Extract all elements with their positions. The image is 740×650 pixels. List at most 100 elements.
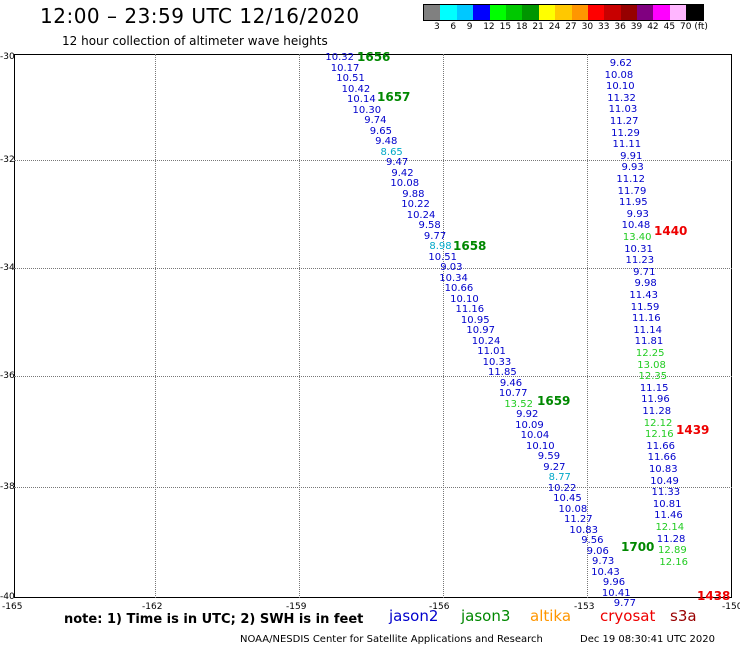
pass-time-label: 1700	[621, 540, 655, 554]
wave-height-reading: 10.32	[325, 52, 354, 63]
pass-time-label: 1657	[377, 90, 411, 104]
wave-height-reading: 10.51	[428, 251, 458, 263]
wave-height-reading: 11.16	[455, 304, 485, 315]
wave-height-reading: 10.77	[498, 388, 528, 399]
pass-time-label: 1440	[654, 224, 688, 238]
satellite-name: jason2	[389, 607, 439, 625]
wave-height-reading: 10.17	[330, 62, 360, 74]
wave-height-reading: 11.95	[618, 197, 648, 209]
wave-height-reading: 9.06	[586, 545, 609, 557]
wave-height-reading: 8.77	[548, 472, 571, 483]
legend-label: 9	[466, 22, 473, 32]
latitude-label: -40	[0, 592, 15, 602]
legend-label: 18	[516, 22, 528, 32]
legend-label: 36	[614, 22, 626, 32]
wave-height-reading: 8.65	[380, 146, 403, 158]
wave-height-reading: 9.73	[592, 556, 615, 567]
wave-height-reading: 9.74	[364, 115, 387, 126]
wave-height-reading: 10.08	[604, 69, 634, 81]
wave-height-reading: 10.14	[347, 94, 376, 105]
wave-height-reading: 9.77	[613, 598, 636, 609]
wave-height-reading: 9.65	[369, 125, 392, 137]
map-frame	[14, 54, 732, 598]
legend-swatch	[571, 5, 588, 20]
wave-height-reading: 11.85	[488, 367, 517, 378]
wave-height-reading: 10.08	[390, 178, 420, 189]
wave-height-reading: 11.79	[617, 185, 647, 197]
credit-text: NOAA/NESDIS Center for Satellite Applica…	[240, 634, 543, 645]
latitude-label: -36	[0, 371, 15, 381]
wave-height-reading: 10.41	[601, 587, 631, 599]
wave-height-reading: 11.46	[654, 510, 683, 522]
wave-height-reading: 10.51	[336, 73, 365, 84]
wave-height-reading: 10.42	[341, 83, 371, 95]
legend-swatch	[522, 5, 539, 20]
wave-height-reading: 10.30	[352, 104, 382, 116]
wave-height-reading: 10.22	[401, 199, 430, 210]
pass-time-label: 1438	[697, 589, 731, 603]
legend-label: 21	[532, 22, 544, 32]
wave-height-reading: 12.25	[635, 348, 665, 359]
longitude-label: -153	[574, 602, 595, 612]
parallel-gridline	[14, 160, 732, 161]
legend-swatch	[604, 5, 621, 20]
legend-swatch	[686, 5, 703, 20]
wave-height-reading: 10.09	[515, 419, 544, 431]
legend-label: 30	[581, 22, 594, 32]
legend-swatch	[620, 5, 638, 20]
wave-height-reading: 9.62	[609, 58, 632, 69]
map-title: 12:00 – 23:59 UTC 12/16/2020	[40, 4, 360, 28]
wave-height-reading: 8.98	[429, 241, 452, 252]
wave-height-reading: 10.10	[526, 440, 555, 452]
wave-height-reading: 9.42	[391, 167, 414, 179]
meridian-gridline	[299, 54, 300, 598]
wave-height-reading: 9.93	[626, 208, 649, 220]
wave-height-reading: 9.92	[516, 409, 539, 420]
wave-height-reading: 12.35	[638, 371, 668, 383]
wave-height-reading: 13.52	[504, 398, 533, 410]
wave-height-reading: 10.43	[591, 566, 620, 578]
legend-swatch	[489, 5, 506, 20]
wave-height-reading: 11.81	[634, 336, 664, 348]
wave-height-reading: 9.91	[620, 150, 643, 162]
legend-label: 12	[483, 22, 495, 32]
legend-label: 70 (ft)	[680, 22, 708, 32]
wave-height-reading: 13.40	[622, 232, 652, 243]
wave-height-reading: 9.77	[423, 230, 447, 242]
wave-height-reading: 10.34	[439, 272, 468, 284]
legend-swatch	[637, 5, 654, 20]
longitude-label: -159	[286, 602, 307, 612]
latitude-label: -34	[0, 263, 15, 273]
wave-height-reading: 10.83	[648, 464, 678, 475]
legend-swatch	[424, 5, 441, 20]
legend-swatch	[440, 5, 457, 20]
wave-height-reading: 12.89	[658, 545, 687, 557]
wave-height-reading: 12.16	[645, 429, 674, 441]
legend-swatch	[669, 5, 687, 20]
wave-height-reading: 11.66	[647, 452, 677, 464]
wave-height-reading: 10.10	[450, 293, 479, 305]
wave-height-reading: 10.22	[547, 482, 577, 494]
wave-height-reading: 11.28	[642, 406, 672, 417]
latitude-label: -32	[0, 155, 15, 165]
wave-height-reading: 10.97	[466, 325, 495, 336]
parallel-gridline	[14, 268, 732, 269]
meridian-gridline	[587, 54, 588, 598]
wave-height-reading: 9.96	[602, 577, 626, 588]
generated-timestamp: Dec 19 08:30:41 UTC 2020	[580, 634, 715, 645]
legend-swatch	[538, 5, 556, 20]
wave-height-reading: 10.31	[624, 243, 653, 255]
wave-height-reading: 9.71	[633, 266, 656, 278]
wave-height-reading: 11.32	[607, 92, 636, 104]
wave-height-reading: 11.01	[477, 346, 506, 357]
wave-height-reading: 11.66	[646, 440, 675, 452]
wave-height-reading: 9.93	[621, 162, 644, 174]
wave-height-reading: 9.47	[385, 157, 409, 168]
satellite-name: s3a	[670, 607, 697, 625]
wave-height-reading: 11.11	[612, 139, 642, 151]
legend-swatch	[555, 5, 572, 20]
legend-label: 3	[434, 22, 440, 32]
pass-time-label: 1659	[537, 394, 571, 408]
latitude-label: -38	[0, 482, 15, 492]
wave-height-reading: 9.59	[537, 451, 561, 462]
